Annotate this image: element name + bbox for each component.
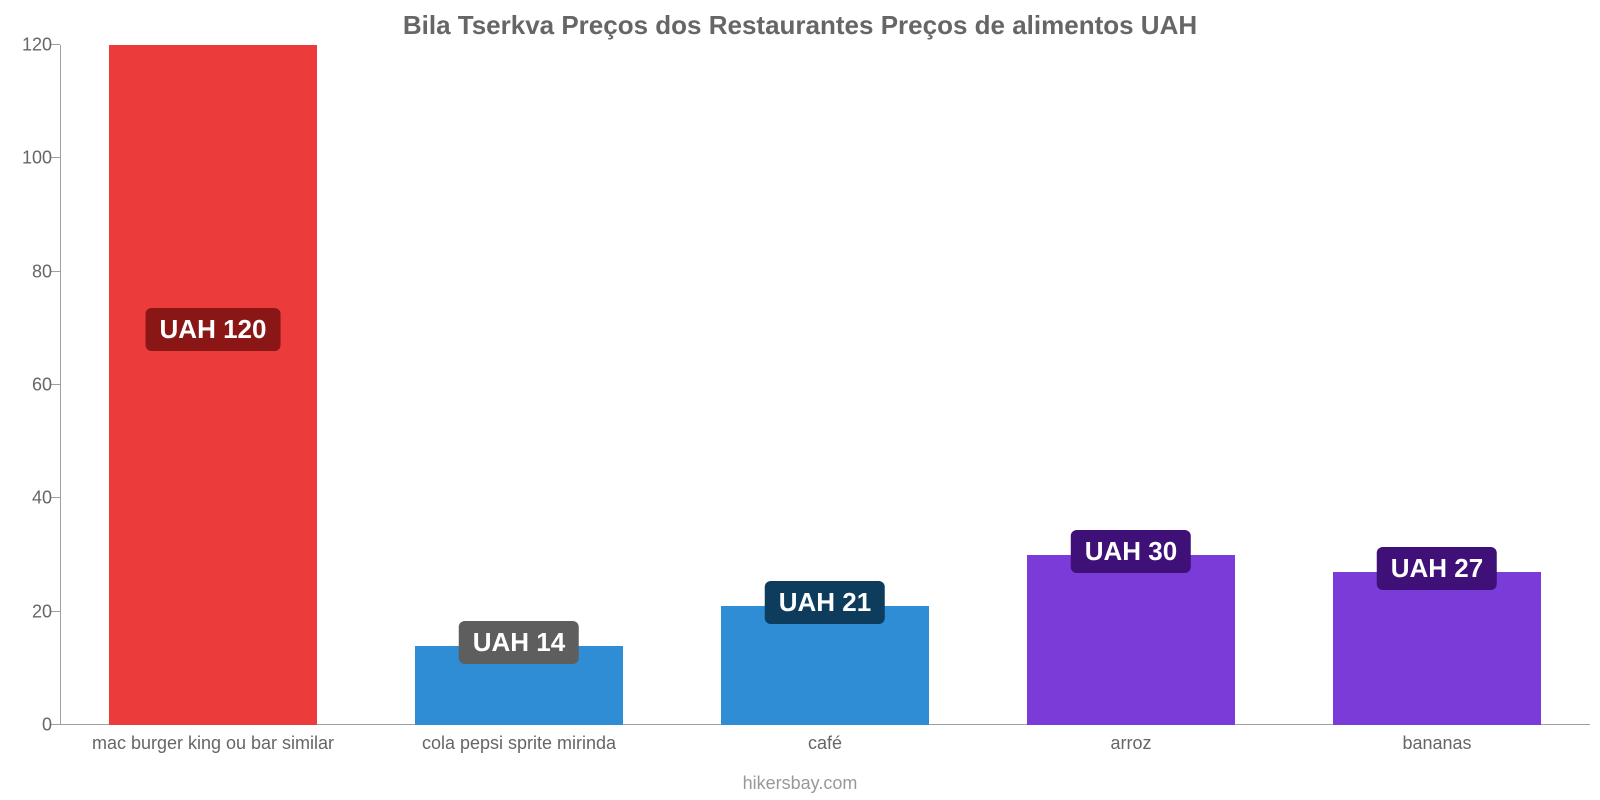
bar — [109, 45, 317, 725]
x-category-label: bananas — [1402, 733, 1471, 754]
x-category-label: café — [808, 733, 842, 754]
attribution-text: hikersbay.com — [0, 773, 1600, 794]
y-axis-line — [60, 45, 61, 725]
y-tick-label: 20 — [32, 601, 52, 622]
y-tick-label: 60 — [32, 375, 52, 396]
y-tick-label: 120 — [22, 35, 52, 56]
x-category-label: cola pepsi sprite mirinda — [422, 733, 616, 754]
x-category-label: arroz — [1110, 733, 1151, 754]
value-badge: UAH 120 — [146, 308, 281, 351]
value-badge: UAH 21 — [765, 581, 885, 624]
bar — [1027, 555, 1235, 725]
value-badge: UAH 14 — [459, 621, 579, 664]
chart-title: Bila Tserkva Preços dos Restaurantes Pre… — [0, 0, 1600, 41]
bar — [1333, 572, 1541, 725]
x-category-label: mac burger king ou bar similar — [92, 733, 334, 754]
y-tick-label: 100 — [22, 148, 52, 169]
y-tick-label: 0 — [42, 715, 52, 736]
y-tick-label: 80 — [32, 261, 52, 282]
y-tick-label: 40 — [32, 488, 52, 509]
value-badge: UAH 30 — [1071, 530, 1191, 573]
chart-plot-area: 020406080100120mac burger king ou bar si… — [60, 45, 1590, 725]
value-badge: UAH 27 — [1377, 547, 1497, 590]
